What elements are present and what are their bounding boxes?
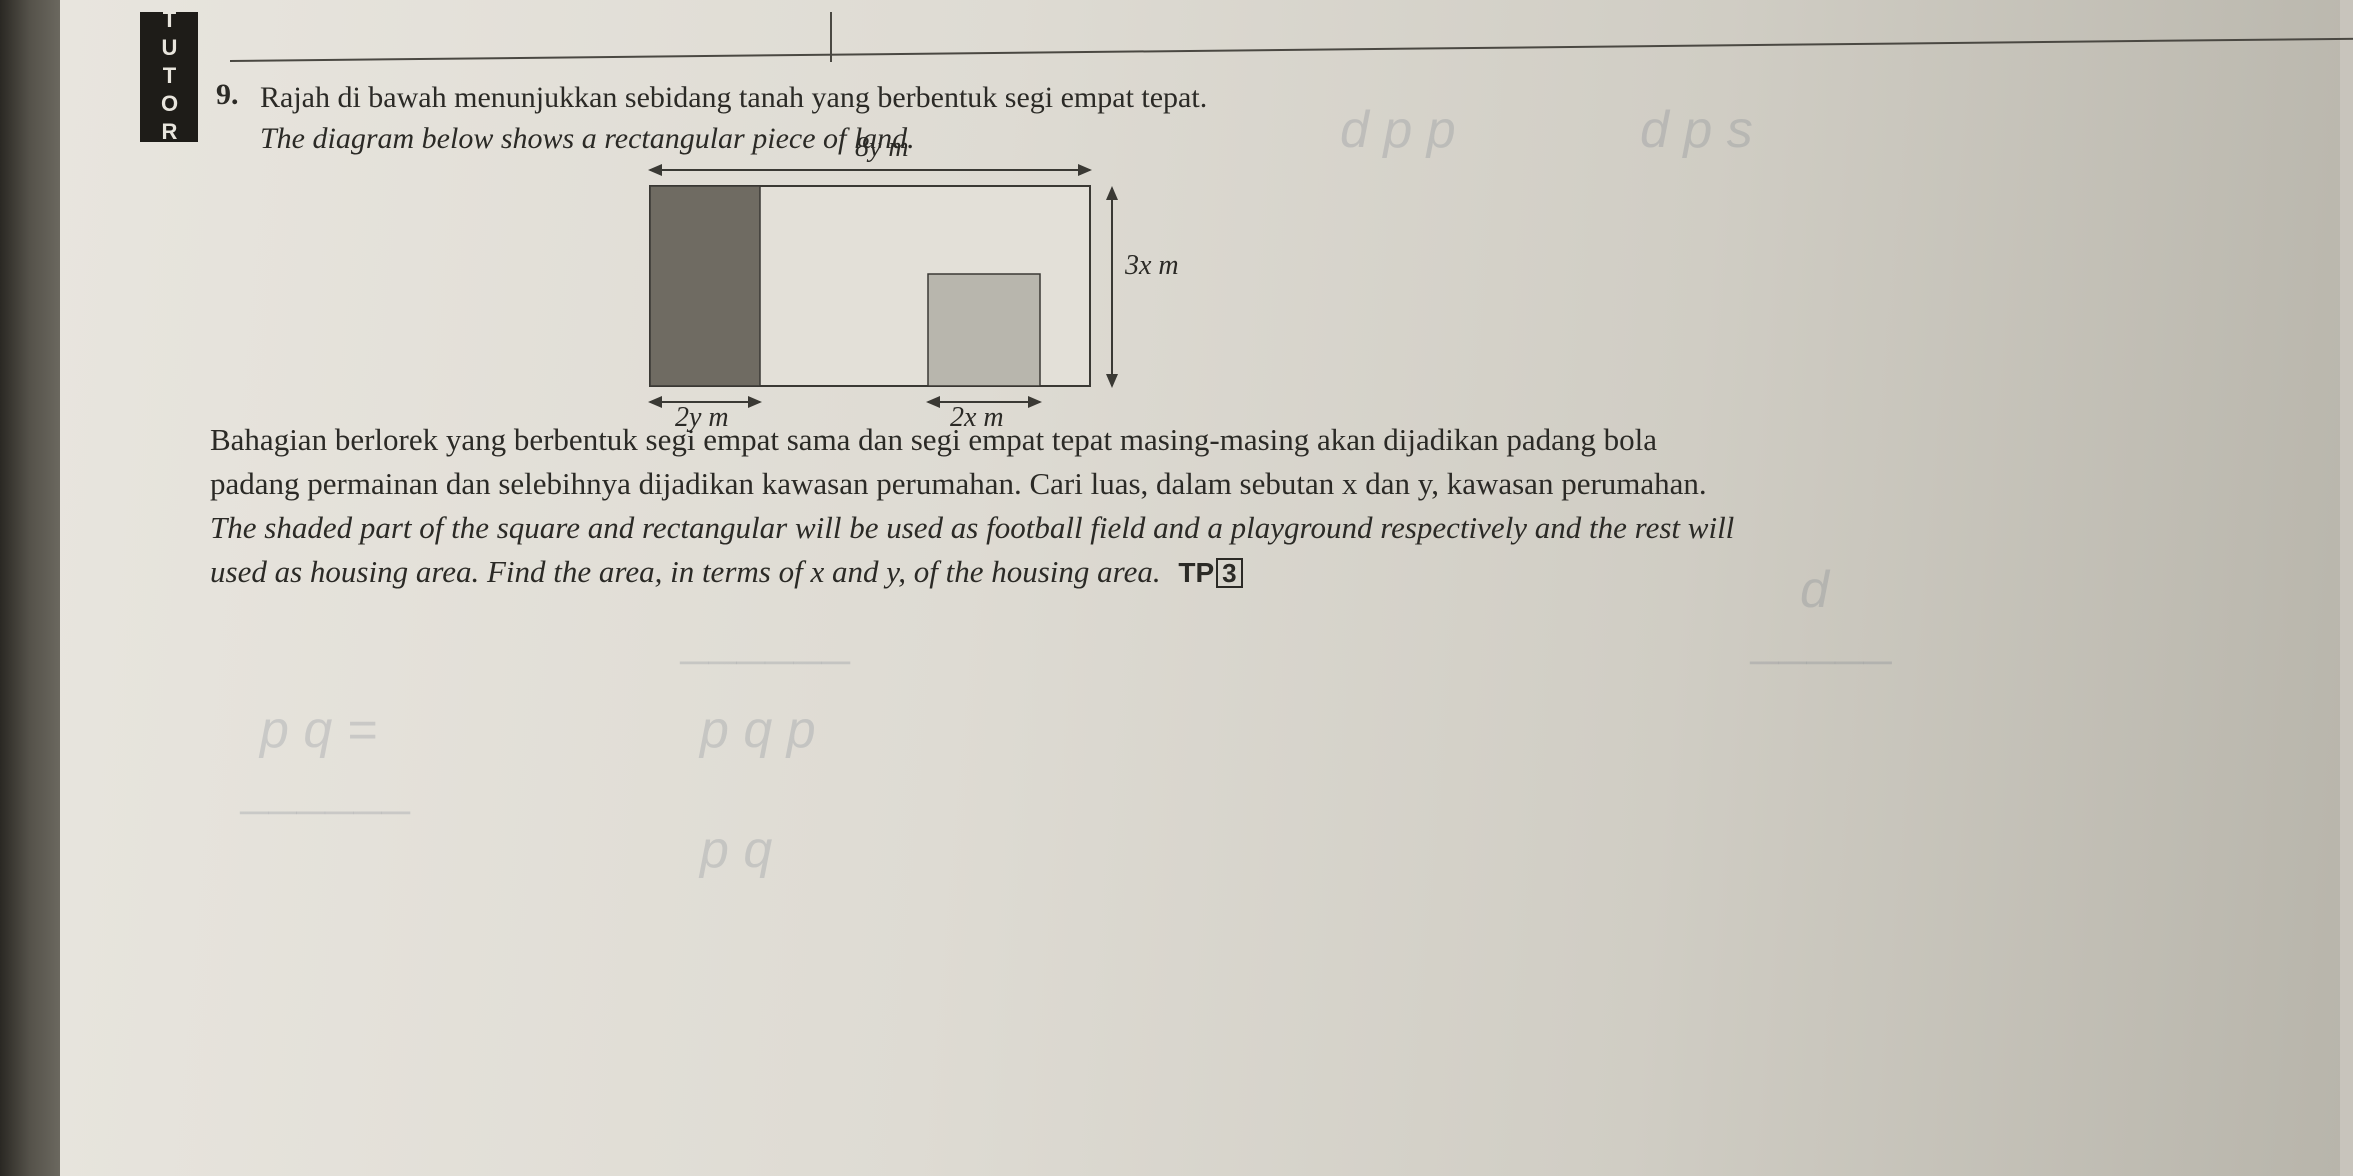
bleedthrough-mark: ────── (240, 790, 410, 835)
bleedthrough-mark: p q p (700, 700, 816, 760)
question-line-ms: Rajah di bawah menunjukkan sebidang tana… (260, 78, 1207, 119)
bleedthrough-mark: d p p (1340, 100, 1456, 160)
light-shaded-square (928, 274, 1040, 386)
body-line-2: padang permainan dan selebihnya dijadika… (210, 462, 2353, 506)
diagram-svg (620, 150, 1140, 420)
question-text: Rajah di bawah menunjukkan sebidang tana… (260, 78, 1207, 159)
body-line-4: used as housing area. Find the area, in … (210, 550, 2353, 594)
body-line-3: The shaded part of the square and rectan… (210, 506, 2353, 550)
question-body: Bahagian berlorek yang berbentuk segi em… (210, 418, 2353, 594)
body-line-4-text: used as housing area. Find the area, in … (210, 554, 1161, 589)
tp-prefix: TP (1178, 557, 1214, 588)
dim-label-top: 8y m (855, 132, 909, 164)
tp-badge: TP3 (1178, 553, 1242, 593)
book-spine (0, 0, 60, 1176)
question-number: 9. (216, 78, 239, 112)
page: TUTOR 9. Rajah di bawah menunjukkan sebi… (60, 0, 2340, 1176)
tutor-tab-label: TUTOR (156, 7, 182, 147)
top-horizontal-rule (230, 38, 2353, 62)
tutor-tab: TUTOR (140, 12, 198, 142)
bleedthrough-mark: d p s (1640, 100, 1753, 160)
bleedthrough-mark: p q (700, 820, 772, 880)
dark-shaded-rect (650, 186, 760, 386)
body-line-1: Bahagian berlorek yang berbentuk segi em… (210, 418, 2353, 462)
dim-label-right: 3x m (1125, 250, 1179, 282)
bleedthrough-mark: ────── (680, 640, 850, 685)
tp-level: 3 (1216, 558, 1242, 588)
bleedthrough-mark: ───── (1750, 640, 1892, 685)
bleedthrough-mark: p q = (260, 700, 377, 760)
land-diagram: 8y m 3x m 2y m 2x m (620, 150, 1140, 420)
